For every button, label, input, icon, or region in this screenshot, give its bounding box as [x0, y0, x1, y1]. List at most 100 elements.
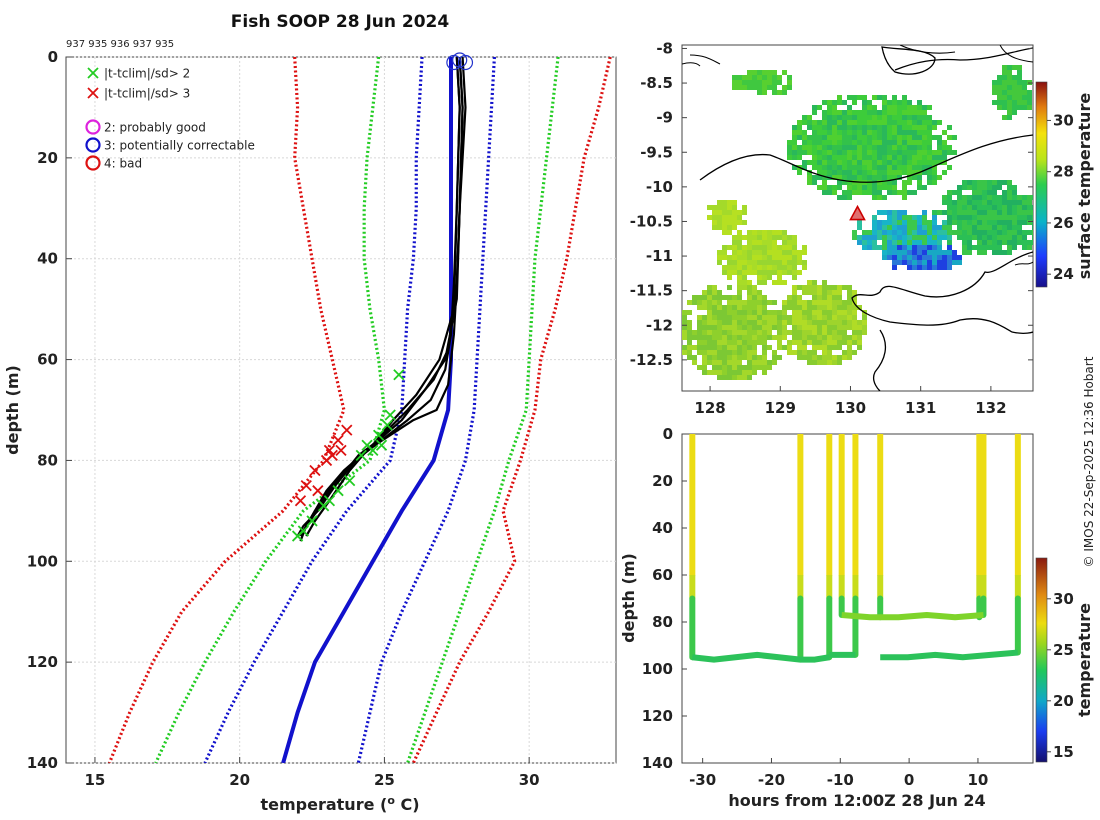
- sst-pixel: [787, 340, 792, 345]
- sst-pixel: [832, 185, 837, 190]
- sst-pixel: [697, 295, 702, 300]
- sst-pixel: [892, 210, 897, 215]
- sst-pixel: [902, 95, 907, 100]
- sst-pixel: [897, 170, 902, 175]
- sst-pixel: [832, 115, 837, 120]
- sst-pixel: [922, 125, 927, 130]
- sst-pixel: [717, 295, 722, 300]
- sst-pixel: [802, 245, 807, 250]
- sst-pixel: [752, 355, 757, 360]
- flag-3sd-marker: [309, 464, 321, 477]
- sst-pixel: [747, 360, 752, 365]
- sst-pixel: [787, 235, 792, 240]
- sst-pixel: [922, 225, 927, 230]
- sst-pixel: [1022, 85, 1027, 90]
- sst-pixel: [1007, 245, 1012, 250]
- sst-pixel: [1002, 95, 1007, 100]
- sst-pixel: [762, 305, 767, 310]
- sst-pixel: [787, 315, 792, 320]
- sst-pixel: [807, 350, 812, 355]
- sst-pixel: [1002, 195, 1007, 200]
- sst-pixel: [832, 145, 837, 150]
- sst-pixel: [907, 155, 912, 160]
- sst-pixel: [802, 285, 807, 290]
- sst-pixel: [937, 145, 942, 150]
- sst-pixel: [752, 230, 757, 235]
- sst-pixel: [857, 335, 862, 340]
- sst-pixel: [852, 155, 857, 160]
- sst-pixel: [982, 195, 987, 200]
- map-x-tick-label: 128: [694, 399, 725, 417]
- sst-pixel: [937, 245, 942, 250]
- sst-pixel: [907, 215, 912, 220]
- sst-pixel: [797, 335, 802, 340]
- sst-pixel: [752, 325, 757, 330]
- sst-pixel: [882, 120, 887, 125]
- sst-pixel: [812, 105, 817, 110]
- map-y-tick-label: -9: [656, 109, 673, 127]
- sst-pixel: [967, 240, 972, 245]
- sst-pixel: [902, 130, 907, 135]
- section-x-tick-label: -20: [758, 771, 785, 789]
- sst-pixel: [952, 190, 957, 195]
- sst-pixel: [902, 195, 907, 200]
- sst-pixel: [987, 195, 992, 200]
- sst-pixel: [1007, 220, 1012, 225]
- sst-pixel: [872, 110, 877, 115]
- sst-pixel: [762, 250, 767, 255]
- sst-pixel: [767, 345, 772, 350]
- sst-pixel: [717, 365, 722, 370]
- sst-pixel: [882, 155, 887, 160]
- sst-pixel: [702, 340, 707, 345]
- sst-pixel: [997, 225, 1002, 230]
- sst-pixel: [722, 220, 727, 225]
- sst-pixel: [972, 195, 977, 200]
- sst-pixel: [962, 185, 967, 190]
- flag-2sd-marker: [393, 369, 405, 381]
- sst-pixel: [747, 350, 752, 355]
- sst-pixel: [837, 155, 842, 160]
- sst-pixel: [927, 220, 932, 225]
- sst-pixel: [832, 135, 837, 140]
- sst-pixel: [872, 220, 877, 225]
- sst-pixel: [882, 150, 887, 155]
- map-x-tick-label: 131: [905, 399, 936, 417]
- sst-pixel: [792, 125, 797, 130]
- sst-pixel: [797, 170, 802, 175]
- sst-pixel: [997, 180, 1002, 185]
- sst-pixel: [982, 205, 987, 210]
- sst-pixel: [917, 245, 922, 250]
- flag-2sd-marker: [291, 530, 304, 542]
- sst-pixel: [902, 125, 907, 130]
- sst-pixel: [752, 270, 757, 275]
- sst-pixel: [892, 130, 897, 135]
- sst-pixel: [802, 120, 807, 125]
- sst-pixel: [932, 250, 937, 255]
- sst-pixel: [967, 235, 972, 240]
- sst-pixel: [1027, 95, 1032, 100]
- sst-pixel: [787, 140, 792, 145]
- sst-pixel: [792, 350, 797, 355]
- sst-pixel: [792, 315, 797, 320]
- sst-pixel: [742, 260, 747, 265]
- sst-pixel: [707, 290, 712, 295]
- sst-pixel: [907, 250, 912, 255]
- sst-pixel: [817, 355, 822, 360]
- sst-pixel: [732, 375, 737, 380]
- sst-pixel: [837, 100, 842, 105]
- sst-pixel: [872, 160, 877, 165]
- sst-pixel: [767, 70, 772, 75]
- sst-pixel: [947, 245, 952, 250]
- sst-pixel: [1007, 95, 1012, 100]
- sst-pixel: [712, 320, 717, 325]
- sst-pixel: [857, 135, 862, 140]
- sst-pixel: [737, 365, 742, 370]
- sst-pixel: [877, 140, 882, 145]
- sst-pixel: [817, 345, 822, 350]
- sst-pixel: [852, 185, 857, 190]
- sst-pixel: [782, 90, 787, 95]
- sst-pixel: [922, 240, 927, 245]
- sst-pixel: [942, 265, 947, 270]
- sst-pixel: [837, 315, 842, 320]
- sst-pixel: [957, 210, 962, 215]
